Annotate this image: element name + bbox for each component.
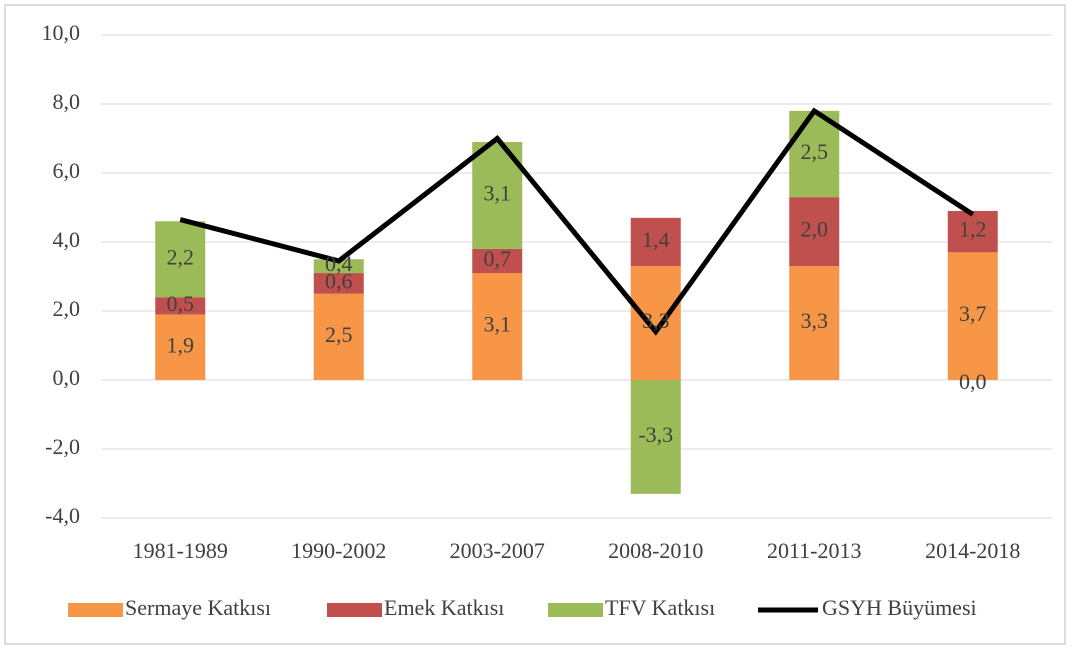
y-tick-label: -4,0: [45, 503, 80, 528]
legend-swatch: [68, 603, 123, 617]
data-label: 3,7: [959, 301, 987, 326]
data-label: 1,2: [959, 217, 987, 242]
data-label: 1,9: [167, 332, 195, 357]
y-tick-label: 8,0: [53, 89, 81, 114]
data-label: 3,1: [484, 180, 512, 205]
data-label: 0,6: [325, 268, 353, 293]
y-tick-label: 4,0: [53, 227, 81, 252]
bar-segment: [630, 266, 681, 380]
data-label: 0,7: [484, 246, 512, 271]
legend-swatch: [548, 603, 603, 617]
data-label: 0,0: [959, 369, 987, 394]
bar-segment: [472, 248, 523, 274]
x-tick-label: 2014-2018: [925, 538, 1020, 563]
legend-swatch: [327, 603, 382, 617]
bar-segment: [789, 110, 840, 198]
x-tick-label: 2003-2007: [450, 538, 545, 563]
bar-segment: [155, 221, 206, 298]
data-label: -3,3: [638, 422, 673, 447]
bar-segment: [313, 273, 364, 294]
x-tick-label: 1981-1989: [133, 538, 228, 563]
data-label: 3,1: [484, 312, 512, 337]
legend-label: Emek Katkısı: [384, 595, 504, 620]
bar-segment: [155, 297, 206, 315]
bar-segment: [947, 252, 998, 380]
y-tick-label: 10,0: [42, 20, 81, 45]
y-tick-label: 2,0: [53, 296, 81, 321]
legend-label: TFV Katkısı: [605, 595, 715, 620]
data-label: 2,2: [167, 244, 195, 269]
data-label: 3,3: [801, 308, 829, 333]
bar-segment: [155, 314, 206, 380]
legend-label: Sermaye Katkısı: [125, 595, 271, 620]
bar-segment: [313, 293, 364, 380]
data-label: 0,4: [325, 251, 353, 276]
data-label: 2,5: [325, 322, 353, 347]
data-label: 3,3: [642, 308, 670, 333]
x-tick-label: 1990-2002: [291, 538, 386, 563]
bar-segment: [789, 266, 840, 380]
y-tick-label: 6,0: [53, 158, 81, 183]
data-label: 2,5: [801, 139, 829, 164]
legend-label: GSYH Büyümesi: [822, 595, 977, 620]
x-tick-label: 2011-2013: [767, 538, 862, 563]
bar-segment: [947, 210, 998, 253]
data-label: 2,0: [801, 217, 829, 242]
bar-segment: [630, 380, 681, 494]
bar-segment: [313, 259, 364, 274]
y-tick-label: -2,0: [45, 434, 80, 459]
line-series: [179, 107, 975, 336]
y-tick-label: 0,0: [53, 365, 81, 390]
data-label: 0,5: [167, 291, 195, 316]
bar-segment: [630, 217, 681, 267]
data-label: 1,4: [642, 227, 670, 252]
bar-segment: [789, 197, 840, 267]
bar-segment: [472, 273, 523, 380]
x-tick-label: 2008-2010: [608, 538, 703, 563]
